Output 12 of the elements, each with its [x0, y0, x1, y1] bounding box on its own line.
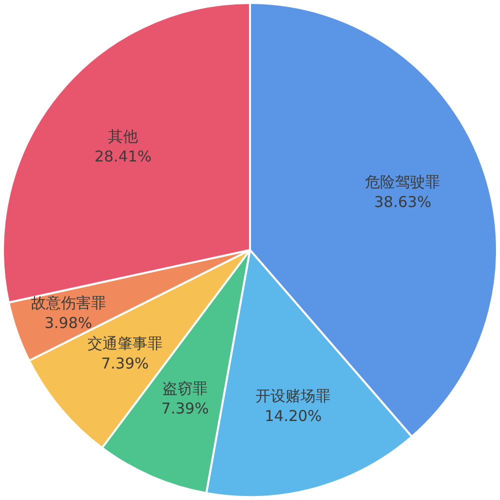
slice-label: 开设赌场罪	[256, 387, 331, 406]
data-label: 38.63%	[374, 192, 432, 211]
data-label: 28.41%	[94, 148, 152, 166]
slice-label: 盗窃罪	[162, 379, 208, 398]
slice-label: 危险驾驶罪	[365, 172, 440, 191]
data-label: 14.20%	[264, 407, 322, 426]
data-label: 7.39%	[101, 354, 149, 372]
data-label: 3.98%	[44, 314, 92, 332]
slice-label: 交通肇事罪	[87, 334, 162, 352]
data-label: 7.39%	[161, 399, 209, 418]
slice-label: 其他	[108, 128, 138, 146]
slice-label: 故意伤害罪	[30, 294, 106, 312]
